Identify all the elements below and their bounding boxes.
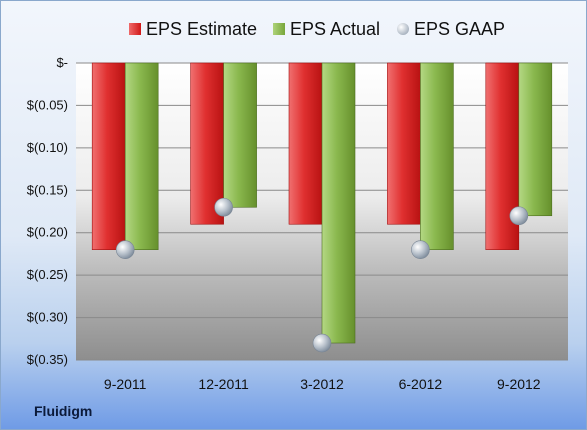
bar-eps-actual bbox=[321, 62, 356, 344]
y-tick-label: $(0.05) bbox=[27, 97, 68, 112]
bar-eps-estimate bbox=[288, 62, 323, 225]
bar-eps-estimate bbox=[91, 62, 126, 250]
y-tick-label: $(0.25) bbox=[27, 267, 68, 282]
legend-label-eps-actual: EPS Actual bbox=[290, 18, 381, 39]
y-tick-label: $(0.30) bbox=[27, 310, 68, 325]
marker-eps-gaap bbox=[509, 206, 529, 226]
legend-swatch-eps-actual bbox=[273, 23, 285, 35]
bar-eps-actual bbox=[223, 62, 257, 208]
legend: EPS Estimate EPS Actual EPS GAAP bbox=[1, 17, 586, 41]
marker-eps-gaap bbox=[214, 197, 233, 217]
x-category-label: 12-2011 bbox=[198, 376, 249, 392]
legend-swatch-eps-estimate bbox=[129, 23, 141, 35]
y-tick-label: $(0.20) bbox=[27, 225, 68, 240]
y-tick-label: $(0.10) bbox=[27, 140, 68, 155]
x-category-label: 3-2012 bbox=[300, 376, 344, 392]
y-tick-label: $- bbox=[56, 55, 68, 70]
bar-eps-actual bbox=[420, 62, 454, 250]
bar-eps-estimate bbox=[387, 62, 421, 225]
bar-eps-estimate bbox=[190, 62, 224, 225]
legend-item-eps-gaap: EPS GAAP bbox=[397, 17, 505, 41]
legend-label-eps-estimate: EPS Estimate bbox=[146, 18, 258, 39]
x-category-label: 9-2011 bbox=[104, 376, 147, 392]
gaap-markers bbox=[115, 197, 529, 353]
bar-eps-actual bbox=[518, 62, 553, 217]
x-category-label: 9-2012 bbox=[497, 376, 541, 392]
y-tick-label: $(0.15) bbox=[27, 182, 68, 197]
x-axis-categories: 9-2011 12-2011 3-2012 6-2012 9-2012 bbox=[104, 376, 541, 392]
y-axis-ticks: $- $(0.05) $(0.10) $(0.15) $(0.20) $(0.25) $(0… bbox=[27, 55, 68, 367]
legend-item-eps-estimate: EPS Estimate bbox=[129, 17, 257, 41]
bar-eps-actual bbox=[124, 62, 159, 250]
marker-eps-gaap bbox=[411, 240, 430, 259]
x-category-label: 6-2012 bbox=[399, 376, 443, 392]
legend-label-eps-gaap: EPS GAAP bbox=[414, 18, 506, 39]
y-tick-label: $(0.35) bbox=[27, 352, 68, 367]
legend-swatch-eps-gaap bbox=[397, 23, 409, 35]
bars bbox=[91, 62, 553, 344]
legend-item-eps-actual: EPS Actual bbox=[273, 17, 380, 41]
marker-eps-gaap bbox=[312, 333, 332, 353]
marker-eps-gaap bbox=[115, 240, 135, 259]
company-name: Fluidigm bbox=[34, 403, 93, 419]
